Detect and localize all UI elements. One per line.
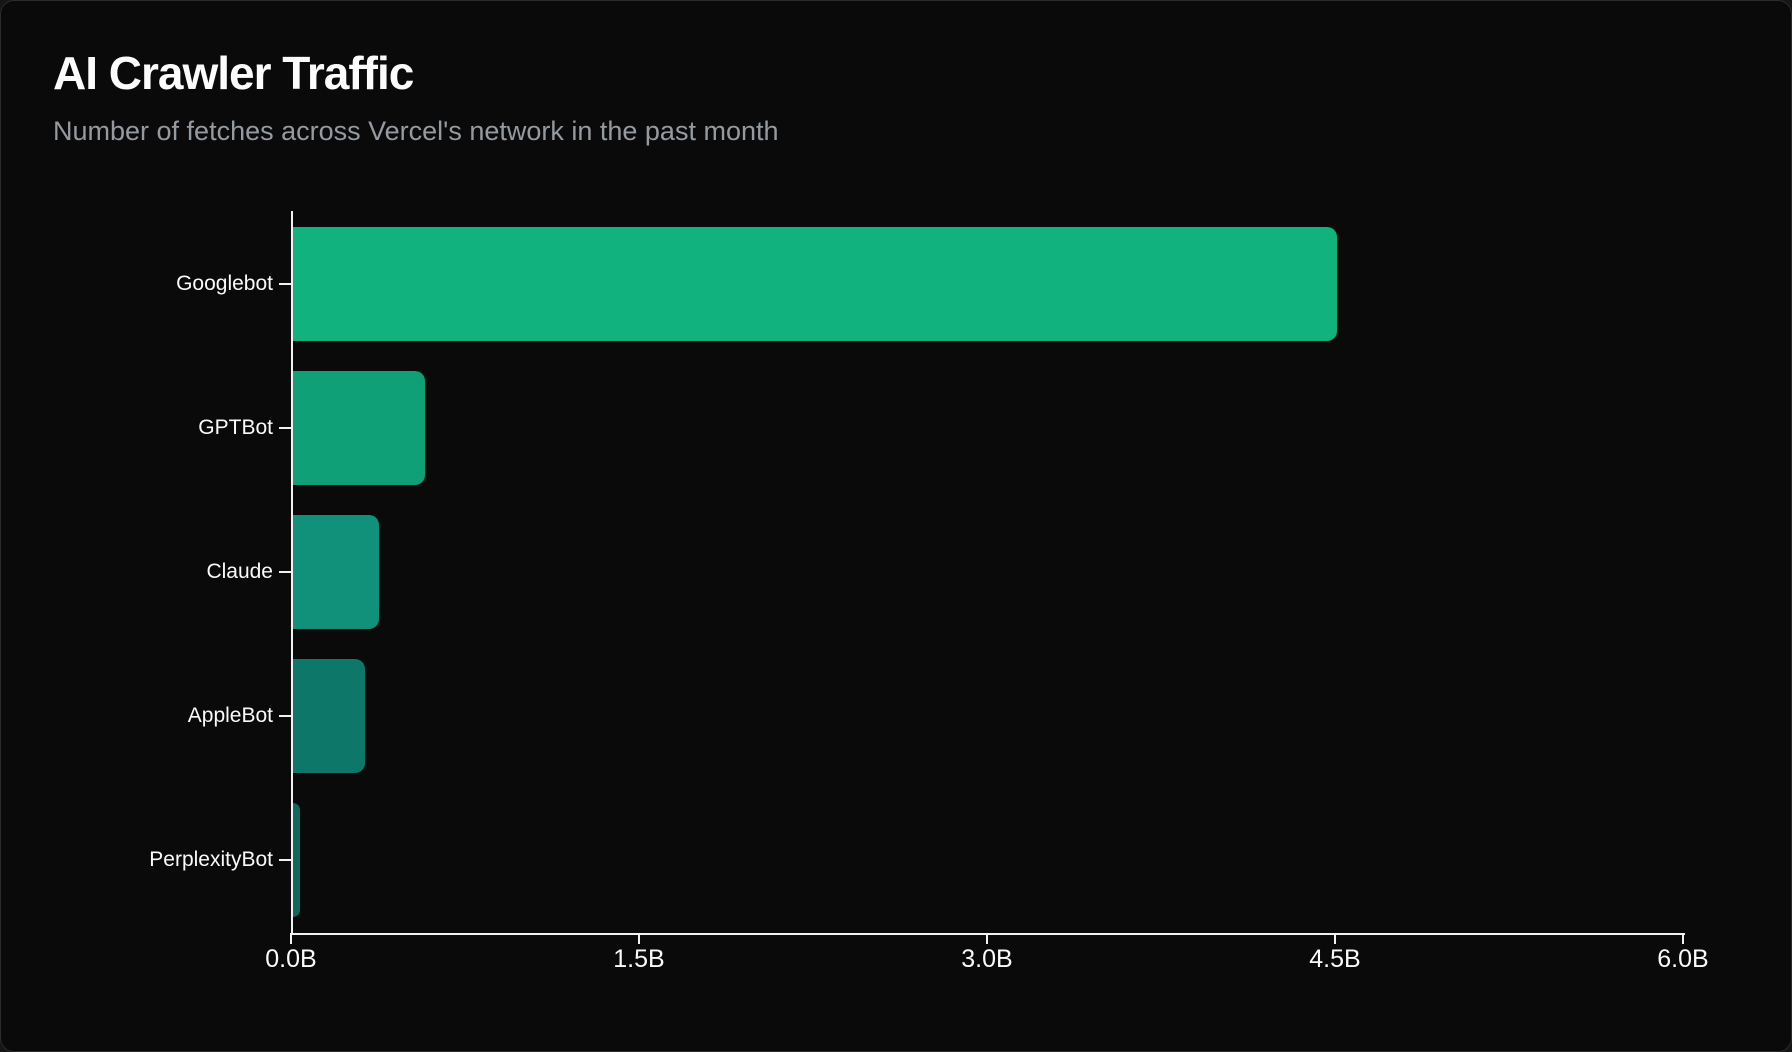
plot-area: [291, 211, 1685, 935]
category-label-perplexitybot: PerplexityBot: [149, 848, 273, 871]
bar-claude[interactable]: [293, 515, 379, 629]
y-tick-mark: [279, 283, 291, 285]
chart-title: AI Crawler Traffic: [53, 47, 414, 99]
x-tick-mark: [290, 933, 292, 944]
x-tick-label-4.5B: 4.5B: [1309, 945, 1361, 973]
bar-gptbot[interactable]: [293, 371, 426, 485]
x-tick-label-3.0B: 3.0B: [961, 945, 1013, 973]
x-tick-mark: [1682, 933, 1684, 944]
category-label-applebot: AppleBot: [187, 704, 273, 727]
x-tick-label-6.0B: 6.0B: [1657, 945, 1709, 973]
category-label-gptbot: GPTBot: [198, 416, 273, 439]
y-tick-mark: [279, 859, 291, 861]
chart-subtitle: Number of fetches across Vercel's networ…: [53, 116, 779, 146]
bar-googlebot[interactable]: [293, 227, 1337, 341]
x-tick-label-0.0B: 0.0B: [265, 945, 317, 973]
y-tick-mark: [279, 571, 291, 573]
x-tick-label-1.5B: 1.5B: [613, 945, 665, 973]
y-tick-mark: [279, 427, 291, 429]
bar-perplexitybot[interactable]: [293, 803, 300, 917]
x-tick-mark: [638, 933, 640, 944]
y-tick-mark: [279, 715, 291, 717]
x-tick-mark: [1334, 933, 1336, 944]
bar-applebot[interactable]: [293, 659, 365, 773]
category-label-claude: Claude: [206, 560, 273, 583]
x-tick-mark: [986, 933, 988, 944]
category-label-googlebot: Googlebot: [176, 272, 273, 295]
